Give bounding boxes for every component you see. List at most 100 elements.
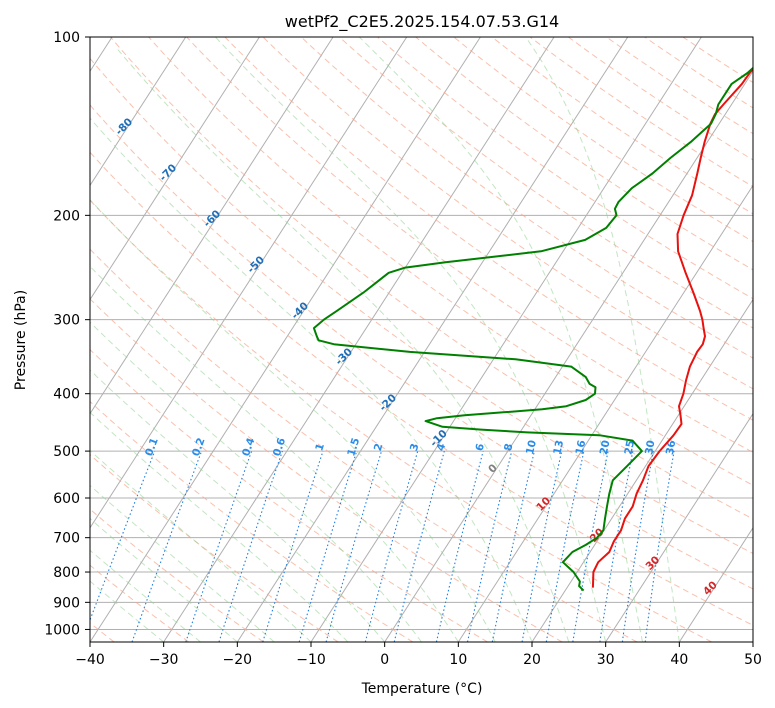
dry-adiabat [90,248,638,642]
moist-adiabat [90,411,349,642]
isotherm-label: -100 [23,21,50,48]
dry-adiabat [90,454,339,642]
moist-adiabat [358,37,643,642]
isotherm [531,298,753,642]
mixing-ratio-label: 0.1 [143,436,161,458]
isotherm [90,37,187,187]
mixing-ratio-label: 3 [408,442,422,452]
mixing-ratio-line [621,451,654,642]
mixing-ratio-line [131,450,203,642]
dry-adiabat [148,37,753,486]
x-tick-label: −20 [223,652,253,668]
dry-adiabat [90,57,753,555]
isotherm [384,70,753,642]
mixing-ratio-label: 13 [551,439,566,456]
chart-title: wetPf2_C2E5.2025.154.07.53.G14 [285,12,559,32]
dry-adiabat [415,37,753,271]
isotherm-label: -60 [201,208,223,230]
dry-adiabat [377,37,753,300]
dry-adiabat [224,37,753,421]
mixing-ratio-line [599,450,634,642]
isotherm-label: 40 [701,579,720,598]
dry-adiabat [90,349,488,642]
y-tick-label: 100 [53,30,80,46]
mixing-ratio-line [491,450,535,642]
mixing-ratio-line [262,450,324,642]
mixing-ratio-label: 25 [623,439,638,456]
mixing-ratio-label: 6 [474,442,487,452]
moist-adiabat [90,321,422,642]
isotherm [605,412,753,642]
mixing-ratio-label: 0.4 [240,436,258,458]
dry-adiabat [90,151,753,626]
isotherm-label: -80 [113,116,135,138]
y-tick-label: 600 [53,491,80,507]
moist-adiabat [90,369,386,642]
x-tick-label: 50 [744,652,762,668]
mixing-ratio-line [218,450,283,642]
y-tick-label: 300 [53,313,80,329]
plot-frame [89,36,754,643]
dry-adiabat [186,37,753,453]
y-tick-label: 800 [53,565,80,581]
mixing-ratio-label: 1.5 [345,436,362,457]
mixing-ratio-line [644,451,675,642]
background-layer: 0.1 0.2 0.4 0.6 1 1.5 2 3 4 6 8 10 13 16 20 25 30 36-100-… [23,21,753,642]
dry-adiabat [606,37,753,135]
moist-adiabat [215,37,607,642]
moist-adiabat [90,549,201,642]
x-axis-label: Temperature (°C) [361,681,483,697]
moist-adiabat [90,580,165,642]
mixing-ratio-label: 0.6 [271,436,288,457]
moist-adiabat [117,49,570,642]
y-tick-label: 900 [53,595,80,611]
mixing-ratio-line [393,450,445,642]
isotherm [90,37,408,529]
mixing-ratio-line [545,450,585,642]
mixing-ratio-label: 2 [372,442,386,452]
y-axis-label: Pressure (hPa) [13,290,29,390]
isotherm [90,37,481,642]
mixing-ratio-label: 1 [313,442,327,453]
moist-adiabat [525,37,680,642]
moist-adiabat [90,449,312,642]
isotherm-label: -40 [289,300,311,322]
isotherm [90,37,260,301]
mixing-ratio-label: 8 [502,442,515,452]
mixing-ratio-label: 0.2 [190,436,208,458]
isotherm-label: 30 [643,554,662,573]
mixing-ratio-label: 36 [664,439,678,455]
profile-layer [312,66,753,592]
y-tick-label: 400 [53,387,80,403]
mixing-ratio-line [325,450,383,642]
y-tick-label: 200 [53,208,80,224]
mixing-ratio-label: 10 [524,439,539,456]
y-tick-label: 1000 [44,622,80,638]
mixing-ratio-label: 16 [574,439,589,456]
dry-adiabat [90,298,563,642]
isotherm-label: 0 [486,462,500,476]
dry-adiabat [568,37,753,161]
isotherm [236,37,629,642]
dewpoint-profile [312,66,753,592]
mixing-ratio-label: 4 [435,442,449,452]
moist-adiabat [90,198,496,642]
moist-adiabat [90,117,533,642]
dry-adiabat [262,37,753,390]
mixing-ratio-label: 30 [643,439,657,456]
isotherm [752,641,753,642]
x-tick-label: −40 [75,652,105,668]
dry-adiabat [338,37,753,329]
isotherm [163,37,555,642]
x-tick-label: 10 [449,652,467,668]
mixing-ratio-line [521,450,563,642]
x-tick-label: −30 [149,652,179,668]
isotherm-label: -30 [333,346,355,368]
dry-adiabat [110,37,753,520]
isotherm-label: -90 [69,70,91,92]
isotherm [457,184,753,642]
mixing-ratio-label: 20 [598,439,613,456]
mixing-ratio-line [466,450,513,642]
dry-adiabat [90,400,414,642]
